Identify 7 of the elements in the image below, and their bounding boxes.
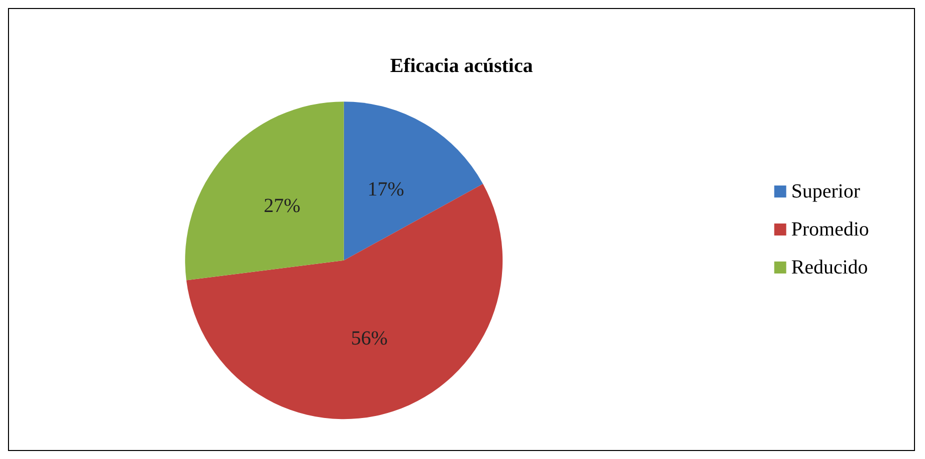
chart-title: Eficacia acústica xyxy=(390,55,533,77)
legend-label: Reducido xyxy=(791,256,868,278)
legend-label: Superior xyxy=(791,180,860,202)
legend-label: Promedio xyxy=(791,218,870,240)
data-label: 17% xyxy=(367,178,404,200)
data-label: 56% xyxy=(350,328,388,350)
data-label: 27% xyxy=(264,194,300,217)
